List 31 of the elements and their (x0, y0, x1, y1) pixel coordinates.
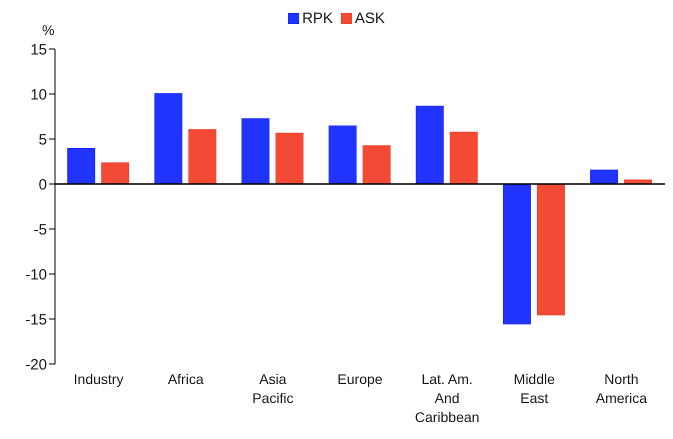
y-tick-label: 10 (30, 86, 47, 104)
bar (241, 118, 270, 184)
bar (450, 132, 478, 184)
bar (590, 170, 618, 184)
legend-label: ASK (354, 10, 385, 27)
y-tick-label: -20 (25, 356, 47, 374)
x-tick-label: Europe (337, 371, 383, 387)
legend-label: RPK (301, 10, 333, 27)
y-tick-label: -15 (25, 311, 47, 328)
bar (67, 148, 96, 184)
y-axis-title: % (42, 22, 54, 38)
x-tick-label: North America (596, 371, 648, 406)
bar (154, 93, 182, 184)
bar (101, 162, 130, 184)
y-tick-label: 5 (38, 131, 47, 148)
bar (416, 106, 444, 184)
y-tick-label: 0 (38, 176, 47, 194)
bar (328, 126, 357, 184)
bar (536, 184, 565, 316)
bar (188, 129, 216, 184)
x-tick-label: Asia Pacific (252, 371, 294, 406)
bar (362, 145, 391, 184)
bar (275, 132, 304, 184)
y-tick-label: -5 (34, 221, 47, 238)
y-tick-label: 15 (30, 41, 47, 58)
x-tick-label: Middle East (514, 371, 556, 406)
y-tick-label: -10 (25, 266, 47, 284)
bar (502, 184, 531, 324)
x-tick-label: Africa (168, 371, 204, 387)
x-tick-label: Industry (74, 371, 124, 387)
x-tick-label: Lat. Am. And Caribbean (414, 371, 480, 425)
